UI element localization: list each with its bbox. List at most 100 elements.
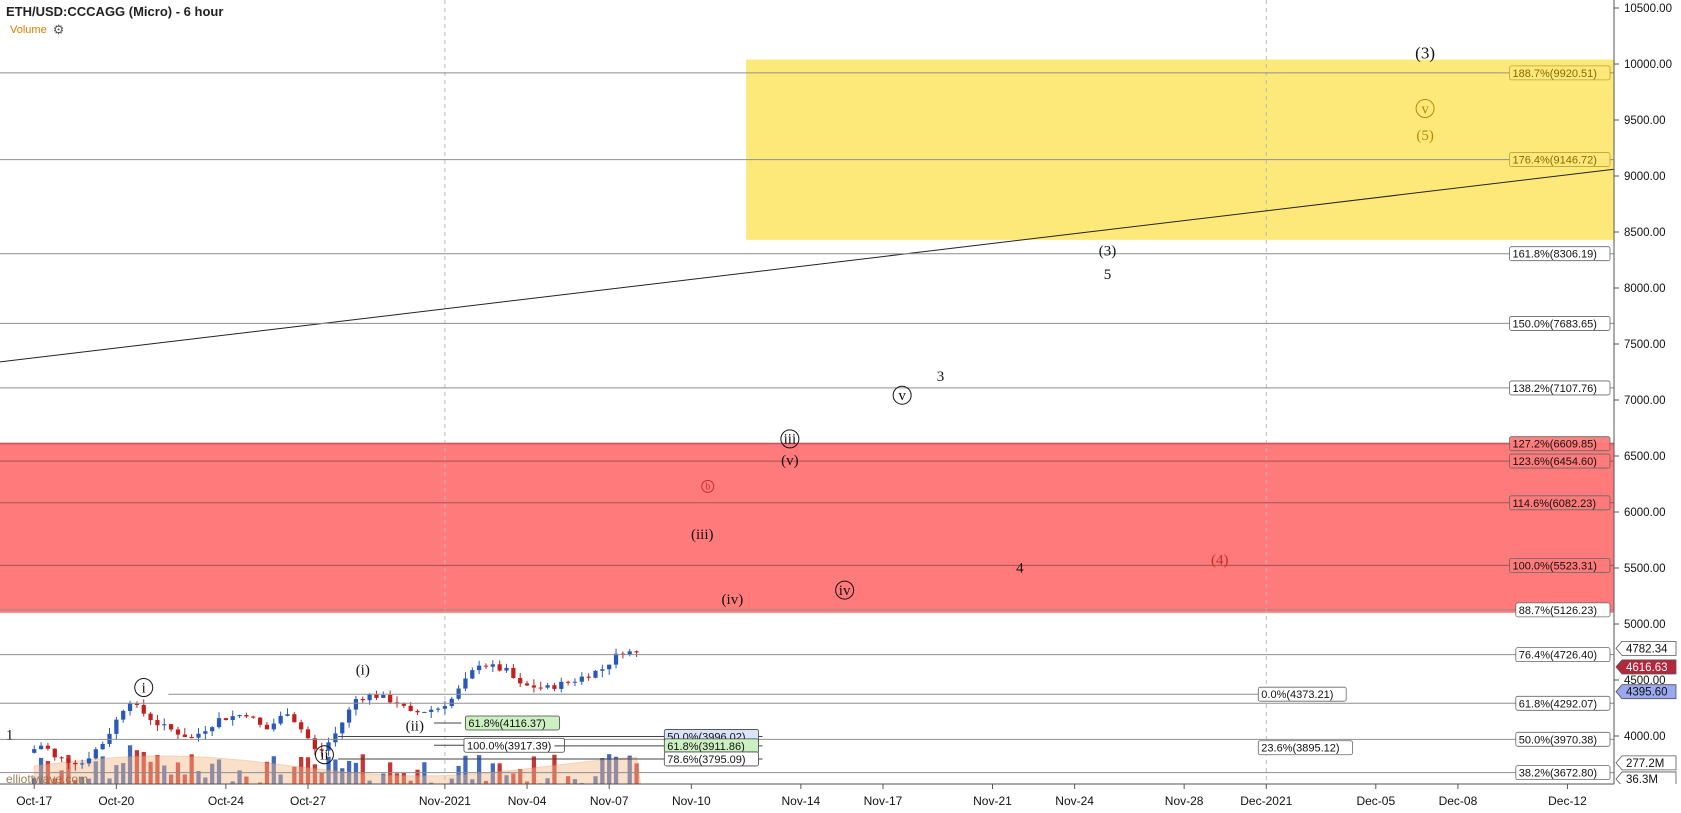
- y-tick-label: 8000.00: [1624, 283, 1666, 295]
- candle-body: [435, 708, 441, 710]
- candle-body: [607, 664, 612, 670]
- candle-body: [278, 715, 283, 724]
- candle-body: [504, 667, 509, 671]
- candle-body: [442, 706, 448, 709]
- wave-label: (i): [356, 662, 370, 678]
- candle-body: [312, 738, 317, 750]
- price-tag: 4782.34: [1626, 643, 1668, 655]
- y-tick-label: 8500.00: [1624, 227, 1666, 239]
- volume-bar: [422, 762, 427, 794]
- wave-label: (4): [1211, 553, 1229, 569]
- fib-label-box: [464, 715, 560, 731]
- y-tick-label: 6500.00: [1624, 451, 1666, 463]
- fib-label-box: [1509, 152, 1611, 167]
- fib-label-box: [1257, 740, 1353, 756]
- candle-body: [271, 723, 276, 730]
- candle-body: [285, 714, 290, 716]
- fib-label-box: [1509, 380, 1611, 396]
- price-tag: 277.2M: [1626, 758, 1664, 770]
- wave-label-circle: [780, 429, 800, 449]
- volume-bar: [216, 759, 222, 794]
- volume-bar: [552, 754, 557, 794]
- x-tick-label: Oct-17: [16, 794, 52, 808]
- x-tick-label: Nov-21: [973, 794, 1012, 808]
- fib-label-box: [1509, 65, 1611, 81]
- candle-body: [586, 676, 591, 678]
- candle-body: [319, 749, 324, 751]
- candle-body: [168, 724, 174, 730]
- volume-bar: [333, 759, 338, 794]
- candle-body: [456, 688, 461, 699]
- volume-bar: [210, 763, 215, 794]
- candle-body: [477, 665, 482, 671]
- volume-bar: [600, 758, 605, 794]
- wave-label-circle: [701, 479, 715, 493]
- wave-label-circle: [314, 745, 334, 765]
- volume-bar: [66, 754, 71, 794]
- fib-label: 188.7%(9920.51): [1513, 68, 1597, 80]
- y-tick-label: 10000.00: [1624, 59, 1672, 71]
- wave-label: iii: [784, 432, 797, 448]
- candle-body: [45, 745, 51, 749]
- zones-layer: [0, 59, 1614, 613]
- candle-body: [175, 729, 181, 735]
- x-tick-label: Dec-08: [1439, 794, 1478, 808]
- candle-body: [52, 748, 57, 758]
- watermark: elliottwave.com: [6, 772, 89, 786]
- price-tag-box: [1615, 640, 1677, 656]
- x-tick-label: Nov-10: [672, 794, 711, 808]
- fib-label: 61.8%(3911.86): [667, 741, 744, 753]
- wave-label: (3): [1099, 244, 1117, 260]
- candle-body: [346, 709, 352, 723]
- candle-body: [497, 664, 502, 671]
- volume-bar: [490, 763, 495, 794]
- candle-body: [73, 762, 78, 765]
- candle-body: [93, 749, 98, 759]
- wave-label: iv: [839, 583, 851, 599]
- x-tick-label: Nov-14: [781, 794, 820, 808]
- candle-body: [230, 716, 235, 721]
- candle-body: [524, 683, 530, 686]
- fib-label: 100.0%(3917.39): [467, 740, 551, 752]
- candle-body: [408, 705, 413, 711]
- x-tick-label: Dec-2021: [1240, 794, 1292, 808]
- fib-label-box: [1509, 316, 1611, 331]
- chart-title: ETH/USD:CCCAGG (Micro) - 6 hour: [6, 4, 224, 19]
- candle-body: [388, 694, 393, 703]
- candle-body: [627, 651, 632, 655]
- candle-body: [593, 670, 598, 678]
- candle-body: [162, 724, 167, 726]
- wave-label: (iv): [722, 592, 744, 608]
- candle-body: [216, 718, 222, 728]
- candle-body: [511, 667, 516, 678]
- gear-icon[interactable]: ⚙: [52, 22, 65, 37]
- candle-body: [367, 694, 372, 701]
- candle-body: [463, 678, 468, 689]
- wave-label: i: [142, 680, 146, 696]
- candle-body: [381, 694, 386, 698]
- fib-label: 61.8%(4116.37): [468, 718, 545, 730]
- candle-body: [340, 722, 345, 734]
- candle-body: [182, 734, 187, 738]
- price-tag: 4395.60: [1626, 687, 1668, 699]
- volume-bar: [175, 762, 181, 794]
- y-tick-label: 4000.00: [1624, 731, 1666, 743]
- x-tick-label: Nov-07: [590, 794, 629, 808]
- candle-body: [292, 714, 297, 723]
- x-tick-label: Oct-27: [290, 794, 326, 808]
- volume-legend[interactable]: Volume ⚙: [10, 22, 64, 38]
- y-tick-label: 4500.00: [1624, 675, 1666, 687]
- volume-bar: [93, 761, 98, 794]
- candle-body: [196, 733, 201, 738]
- price-tag-box: [1615, 659, 1677, 675]
- price-tag-box: [1615, 684, 1677, 700]
- wave-label: v: [898, 388, 906, 404]
- candle-body: [86, 758, 92, 764]
- volume-bar: [340, 768, 345, 794]
- volume-bar: [353, 762, 359, 794]
- candle-body: [374, 694, 379, 698]
- wave-label-circle: [134, 678, 154, 698]
- candle-body: [141, 704, 146, 714]
- y-tick-label: 7500.00: [1624, 339, 1666, 351]
